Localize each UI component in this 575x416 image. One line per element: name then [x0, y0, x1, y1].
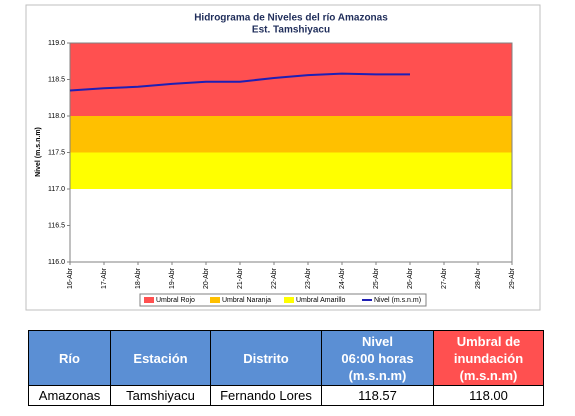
x-tick-label: 25-Abr: [373, 267, 380, 289]
legend-label: Umbral Naranja: [222, 297, 271, 304]
header-text: Río: [59, 350, 80, 366]
header-text: Estación: [133, 350, 188, 366]
x-tick-label: 17-Abr: [101, 267, 108, 289]
header-text: 06:00 horas: [341, 350, 414, 366]
y-tick-label: 117.0: [48, 186, 65, 193]
x-tick-label: 20-Abr: [203, 267, 210, 289]
x-tick-label: 26-Abr: [407, 267, 414, 289]
cell: 118.00: [433, 385, 544, 406]
x-tick-label: 16-Abr: [67, 267, 74, 289]
legend-swatch: [284, 297, 294, 303]
y-tick-label: 118.5: [48, 76, 65, 83]
y-tick-label: 118.0: [48, 113, 65, 120]
x-tick-label: 28-Abr: [475, 267, 482, 289]
legend-label: Umbral Amarillo: [296, 297, 346, 304]
level-line: [69, 72, 410, 92]
threshold-band: [70, 152, 512, 189]
x-tick-label: 29-Abr: [509, 267, 516, 289]
header-cell: Umbral de inundación (m.s.n.m): [433, 330, 544, 386]
y-tick-label: 119.0: [48, 40, 65, 47]
header-text: (m.s.n.m): [348, 367, 407, 383]
header-text: Distrito: [243, 350, 289, 366]
legend-swatch: [144, 297, 154, 303]
legend-swatch: [210, 297, 220, 303]
cell: Amazonas: [28, 385, 111, 406]
x-tick-label: 19-Abr: [169, 267, 176, 289]
header-cell: Distrito: [210, 330, 322, 386]
header-text: Umbral de: [456, 333, 521, 349]
threshold-band: [70, 43, 512, 116]
y-axis-label: Nivel (m.s.n.m): [35, 127, 42, 177]
cell: Tamshiyacu: [110, 385, 211, 406]
chart-title: Hidrograma de Niveles del río Amazonas: [194, 13, 388, 24]
legend-label: Umbral Rojo: [156, 297, 195, 304]
threshold-band: [70, 116, 512, 153]
header-cell: Río: [28, 330, 111, 386]
cell: 118.57: [321, 385, 434, 406]
x-tick-label: 21-Abr: [237, 267, 244, 289]
header-text: inundación: [453, 350, 524, 366]
y-tick-label: 116.0: [48, 259, 65, 266]
chart: Hidrograma de Niveles del río Amazonas E…: [25, 4, 541, 311]
legend-label: Nivel (m.s.n.m): [374, 297, 421, 304]
header-text: (m.s.n.m): [459, 367, 518, 383]
chart-subtitle: Est. Tamshiyacu: [252, 25, 330, 36]
x-tick-label: 23-Abr: [305, 267, 312, 289]
x-tick-label: 22-Abr: [271, 267, 278, 289]
x-tick-label: 24-Abr: [339, 267, 346, 289]
header-text: Nivel: [361, 333, 394, 349]
x-tick-label: 27-Abr: [441, 267, 448, 289]
x-tick-label: 18-Abr: [135, 267, 142, 289]
header-cell: Estación: [110, 330, 211, 386]
y-tick-label: 117.5: [48, 149, 65, 156]
summary-table: Río Estación Distrito Nivel 06:00 horas (m.s.…: [28, 330, 544, 406]
cell: Fernando Lores: [210, 385, 322, 406]
y-tick-label: 116.5: [48, 222, 65, 229]
header-cell: Nivel 06:00 horas (m.s.n.m): [321, 330, 434, 386]
